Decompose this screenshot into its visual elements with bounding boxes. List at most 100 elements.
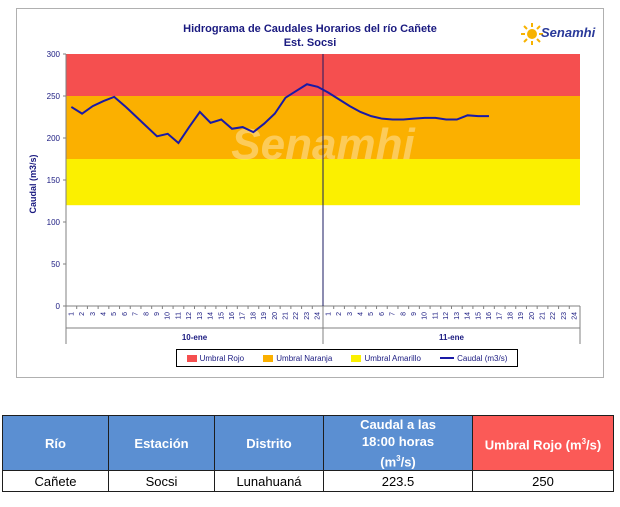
legend-item: Umbral Naranja xyxy=(263,354,332,363)
header-caudal-sup: 3 xyxy=(396,454,401,463)
x-tick-label: 6 xyxy=(122,312,129,316)
y-axis-label: Caudal (m3/s) xyxy=(28,154,38,214)
legend-label: Umbral Rojo xyxy=(199,353,245,363)
cell-rio: Cañete xyxy=(2,470,109,493)
y-tick-label: 100 xyxy=(47,218,61,227)
x-tick-label: 17 xyxy=(240,312,247,320)
cell-distrito: Lunahuaná xyxy=(214,470,324,493)
legend-line-swatch xyxy=(440,357,455,359)
header-caudal-line1: Caudal a las xyxy=(360,417,436,432)
cell-estacion: Socsi xyxy=(108,470,215,493)
x-tick-label: 8 xyxy=(400,312,407,316)
x-tick-label: 7 xyxy=(133,312,140,316)
table-row: Cañete Socsi Lunahuaná 223.5 250 xyxy=(2,470,614,493)
x-tick-label: 5 xyxy=(368,312,375,316)
senamhi-logo: Senamhi xyxy=(521,21,596,47)
legend-swatch xyxy=(351,354,362,362)
x-tick-label: 7 xyxy=(390,312,397,316)
table-header-row: Río Estación Distrito Caudal a las 18:00… xyxy=(2,414,614,472)
header-caudal-line2: 18:00 horas xyxy=(361,434,435,449)
x-tick-label: 24 xyxy=(572,312,579,320)
x-tick-label: 4 xyxy=(100,312,107,316)
x-tick-label: 9 xyxy=(154,312,161,316)
x-tick-label: 16 xyxy=(229,312,236,320)
chart-subtitle: Est. Socsi xyxy=(283,37,337,49)
x-tick-label: 10 xyxy=(165,312,172,320)
series-line-caudal xyxy=(70,83,489,145)
legend-swatch xyxy=(263,354,274,362)
y-tick-label: 50 xyxy=(51,260,60,269)
x-tick-label: 11 xyxy=(432,312,439,319)
x-tick-label: 19 xyxy=(518,312,525,320)
x-tick-label: 11 xyxy=(175,312,182,319)
x-tick-label: 5 xyxy=(111,312,118,316)
x-tick-label: 2 xyxy=(79,312,86,316)
chart-frame: Senamhi 0 50 100 150 200 250 300 1 2 3 4 5 6 7 8 9 10 11 12… xyxy=(16,8,604,378)
y-tick-label: 0 xyxy=(56,302,61,311)
cell-umbral-rojo: 250 xyxy=(472,470,614,493)
x-tick-label: 20 xyxy=(272,312,279,320)
day-label: 11-ene xyxy=(439,333,464,342)
header-caudal-line3: (m xyxy=(380,454,397,470)
x-tick-label: 12 xyxy=(186,312,193,320)
x-tick-label: 2 xyxy=(336,312,343,316)
header-caudal: Caudal a las 18:00 horas (m3/s) xyxy=(323,414,473,472)
x-tick-label: 1 xyxy=(325,312,332,316)
x-tick-label: 10 xyxy=(422,312,429,320)
x-tick-label: 9 xyxy=(411,312,418,316)
header-rio: Río xyxy=(2,414,109,472)
x-tick-label: 15 xyxy=(475,312,482,320)
x-tick-label: 4 xyxy=(357,312,364,316)
x-tick-label: 21 xyxy=(540,312,547,320)
x-tick-label: 3 xyxy=(90,312,97,316)
header-distrito: Distrito xyxy=(214,414,324,472)
header-umbral-rojo: Umbral Rojo (m3/s) xyxy=(472,414,614,472)
x-tick-label: 14 xyxy=(208,312,215,320)
header-caudal-line3-end: /s) xyxy=(400,454,416,470)
legend-label: Umbral Naranja xyxy=(276,353,333,363)
y-tick-label: 200 xyxy=(47,134,61,143)
x-tick-label: 20 xyxy=(529,312,536,320)
chart-title: Hidrograma de Caudales Horarios del río … xyxy=(183,23,437,35)
x-tick-label: 23 xyxy=(304,312,311,320)
x-tick-label: 19 xyxy=(261,312,268,320)
sun-icon xyxy=(521,23,543,45)
x-tick-label: 14 xyxy=(465,312,472,320)
x-tick-label: 15 xyxy=(218,312,225,320)
logo-text: Senamhi xyxy=(541,25,596,40)
legend-label: Caudal (m3/s) xyxy=(457,353,508,363)
x-tick-label: 22 xyxy=(550,312,557,320)
legend-item: Umbral Amarillo xyxy=(351,353,421,363)
x-tick-label: 12 xyxy=(443,312,450,320)
x-tick-label: 13 xyxy=(454,312,461,320)
cell-caudal: 223.5 xyxy=(323,470,473,493)
legend-item: Caudal (m3/s) xyxy=(440,354,507,363)
legend: Umbral Rojo Umbral Naranja Umbral Amarillo… xyxy=(176,349,518,367)
x-tick-label: 18 xyxy=(507,312,514,320)
x-tick-label: 6 xyxy=(379,312,386,316)
x-tick-label: 17 xyxy=(497,312,504,320)
y-tick-label: 150 xyxy=(47,176,61,185)
y-tick-label: 300 xyxy=(47,50,61,59)
x-tick-label: 3 xyxy=(347,312,354,316)
header-umbral-end: /s) xyxy=(586,437,602,453)
x-tick-label: 24 xyxy=(315,312,322,320)
legend-label: Umbral Amarillo xyxy=(364,353,421,363)
x-tick-label: 8 xyxy=(143,312,150,316)
day-label: 10-ene xyxy=(182,333,208,342)
y-tick-label: 250 xyxy=(47,92,61,101)
legend-swatch xyxy=(186,354,197,362)
x-tick-label: 13 xyxy=(197,312,204,320)
header-estacion: Estación xyxy=(108,414,215,472)
x-tick-label: 22 xyxy=(293,312,300,320)
x-tick-label: 18 xyxy=(250,312,257,320)
legend-item: Umbral Rojo xyxy=(186,353,245,363)
x-tick-label: 23 xyxy=(561,312,568,320)
x-tick-label: 21 xyxy=(283,312,290,320)
header-umbral-main: Umbral Rojo (m xyxy=(484,437,582,453)
x-tick-label: 16 xyxy=(486,312,493,320)
x-tick-label: 1 xyxy=(68,312,75,316)
info-table: Río Estación Distrito Caudal a las 18:00… xyxy=(2,414,614,493)
header-umbral-sup: 3 xyxy=(581,437,587,446)
